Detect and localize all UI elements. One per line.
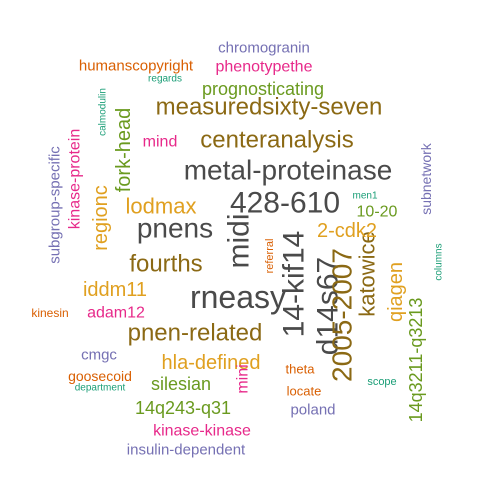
word-lodmax: lodmax (126, 194, 197, 219)
word-adam12: adam12 (87, 305, 145, 322)
word-fork-head: fork-head (113, 108, 135, 193)
word-rneasy: rneasy (190, 279, 286, 315)
word-katowice: katowice (355, 231, 380, 317)
word-theta: theta (286, 362, 316, 377)
word-phenotypethe: phenotypethe (216, 59, 313, 76)
word-prognosticating: prognosticating (202, 79, 324, 99)
word-kinesin: kinesin (31, 306, 68, 320)
word-insulin-dependent: insulin-dependent (127, 442, 246, 459)
word-pnen-related: pnen-related (128, 320, 263, 347)
word-2-cdk2: 2-cdk2 (317, 220, 377, 242)
word-subnetwork: subnetwork (418, 142, 434, 215)
word-goosecoid: goosecoid (68, 368, 132, 384)
word-regionc: regionc (90, 185, 112, 251)
word-humanscopyright: humanscopyright (79, 58, 194, 75)
word-iddm11: iddm11 (83, 279, 147, 301)
word-kinase-protein: kinase-protein (67, 129, 84, 230)
word-referral: referral (264, 239, 276, 274)
word-midi: midi (223, 213, 256, 268)
word-metal-proteinase: metal-proteinase (184, 155, 393, 186)
word-silesian: silesian (151, 374, 211, 394)
word-hla-defined: hla-defined (162, 352, 261, 374)
word-department: department (75, 383, 126, 394)
word-pnens: pnens (137, 213, 213, 244)
word-regards: regards (148, 74, 182, 85)
word-centeranalysis: centeranalysis (200, 127, 353, 154)
word-kinase-kinase: kinase-kinase (153, 423, 251, 440)
word-d14s67: d14s67 (312, 257, 345, 355)
word-10-20: 10-20 (357, 204, 398, 221)
word-locate: locate (287, 384, 322, 399)
word-14q243-q31: 14q243-q31 (135, 398, 231, 418)
word-columns: columns (434, 243, 445, 280)
word-fourths: fourths (129, 251, 202, 278)
word-14-kif14: 14-kif14 (278, 231, 311, 338)
word-cmgc: cmgc (81, 347, 117, 364)
word-14q3211-q3213: 14q3211-q3213 (406, 298, 426, 423)
word-calmodulin: calmodulin (98, 88, 109, 136)
word-2005-2007: 2005-2007 (327, 248, 358, 382)
word-428-610: 428-610 (230, 187, 340, 220)
word-measuredsixty-seven: measuredsixty-seven (156, 94, 383, 121)
word-poland: poland (290, 402, 335, 419)
word-qiagen: qiagen (385, 262, 407, 322)
word-scope: scope (367, 376, 396, 388)
word-men1: men1 (352, 191, 377, 202)
word-subgroup-specific: subgroup-specific (47, 146, 64, 264)
word-mini: mini (235, 364, 252, 393)
word-chromogranin: chromogranin (218, 40, 310, 57)
word-mind: mind (143, 134, 178, 151)
